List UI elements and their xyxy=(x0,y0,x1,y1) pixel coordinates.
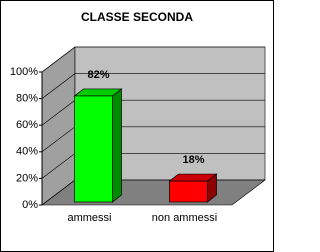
y-tick-label: 60% xyxy=(16,119,38,131)
grid-line xyxy=(41,73,265,99)
x-tick-label: ammessi xyxy=(67,212,111,224)
bar xyxy=(169,180,208,203)
value-label: 18% xyxy=(182,154,204,166)
bar-side xyxy=(112,88,122,203)
grid-line xyxy=(41,46,265,73)
x-tick-label: non ammessi xyxy=(152,212,217,224)
y-tick-label: 40% xyxy=(16,146,38,158)
chart: CLASSE SECONDA 0% 20% 40% 60% 80% 100% ammessi… xyxy=(0,0,274,252)
y-tick-label: 80% xyxy=(16,93,38,105)
chart-title: CLASSE SECONDA xyxy=(81,10,193,24)
bar xyxy=(74,95,113,203)
side-wall xyxy=(41,46,76,206)
y-tick-label: 100% xyxy=(10,66,38,78)
y-tick-label: 0% xyxy=(22,199,38,211)
value-label: 82% xyxy=(87,69,109,81)
y-tick-label: 20% xyxy=(16,172,38,184)
